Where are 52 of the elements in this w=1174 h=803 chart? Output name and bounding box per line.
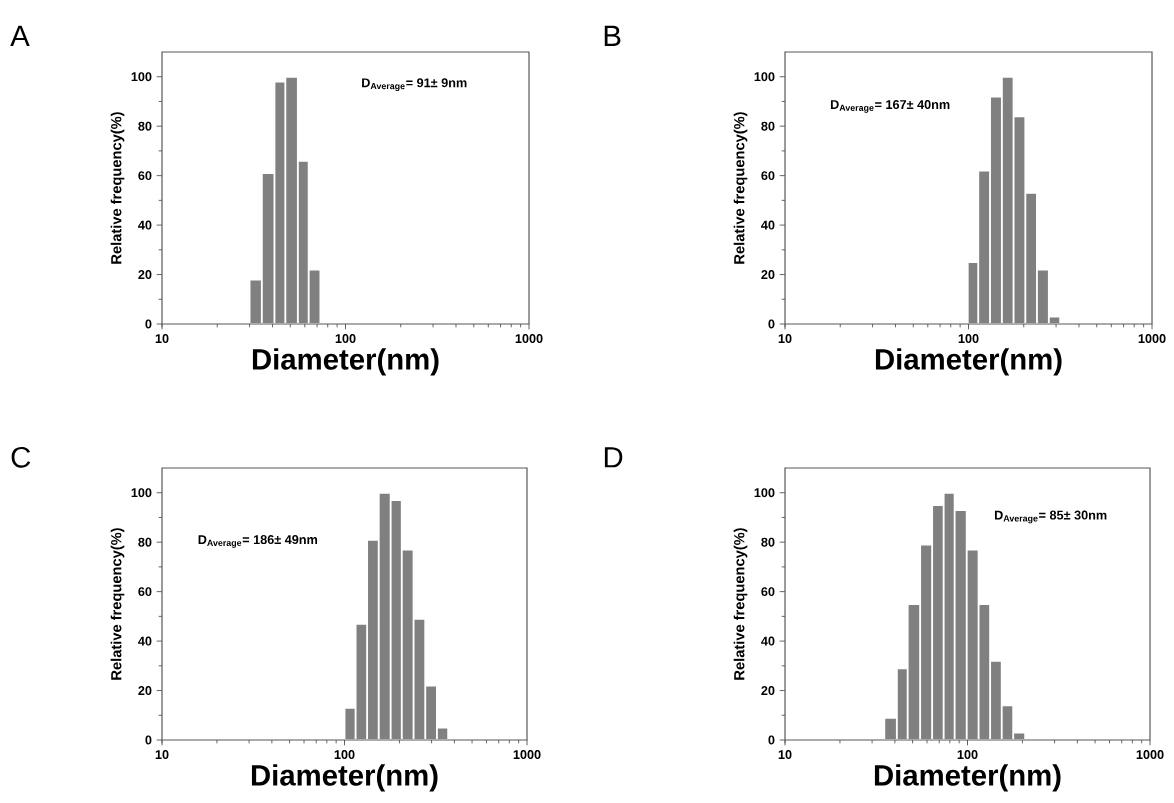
- y-tick-label: 0: [768, 319, 775, 329]
- x-axis-title: Diameter(nm): [252, 348, 439, 376]
- y-axis-title: Relative frequency(%): [733, 528, 748, 680]
- x-tick-label: 100: [957, 750, 978, 760]
- y-tick-label: 20: [761, 270, 775, 280]
- annotation: D$_{Average}$= 91± 9nm: [362, 78, 467, 91]
- x-tick-label: 100: [335, 334, 356, 344]
- y-tick-label: 60: [138, 587, 152, 597]
- y-axis-title: Relative frequency(%): [110, 528, 125, 680]
- y-tick-label: 40: [138, 636, 152, 646]
- y-tick-label: 100: [754, 72, 775, 82]
- chart-title: C: [11, 446, 31, 468]
- x-tick-label: 1000: [1136, 750, 1164, 760]
- x-axis-title: Diameter(nm): [874, 764, 1061, 792]
- annotation: D$_{Average}$= 167± 40nm: [830, 100, 950, 113]
- y-tick-label: 60: [761, 587, 775, 597]
- y-tick-label: 0: [145, 319, 152, 329]
- annotation: D$_{Average}$= 85± 30nm: [994, 510, 1107, 524]
- y-tick-label: 60: [761, 171, 775, 181]
- chart-title: D: [604, 447, 623, 468]
- y-tick-label: 20: [138, 686, 152, 696]
- y-tick-label: 40: [761, 636, 775, 646]
- x-tick-label: 1000: [515, 334, 543, 344]
- y-tick-label: 20: [761, 686, 775, 696]
- chart-title: B: [604, 25, 621, 46]
- x-tick-label: 10: [778, 334, 792, 344]
- x-tick-label: 10: [155, 334, 169, 344]
- y-tick-label: 0: [145, 735, 152, 745]
- y-tick-label: 80: [761, 537, 775, 547]
- y-tick-label: 0: [768, 735, 775, 745]
- x-axis-title: Diameter(nm): [875, 348, 1062, 376]
- x-tick-label: 1000: [513, 750, 541, 760]
- y-tick-label: 40: [761, 220, 775, 230]
- x-tick-label: 100: [334, 750, 355, 760]
- x-tick-label: 100: [958, 334, 979, 344]
- y-tick-label: 80: [761, 121, 775, 131]
- x-tick-label: 1000: [1138, 334, 1166, 344]
- y-tick-label: 100: [754, 488, 775, 498]
- x-tick-label: 10: [155, 750, 169, 760]
- y-axis-title: Relative frequency(%): [110, 112, 125, 264]
- y-tick-label: 20: [138, 270, 152, 280]
- x-tick-label: 10: [778, 750, 792, 760]
- y-axis-title: Relative frequency(%): [733, 112, 748, 264]
- y-tick-label: 60: [138, 171, 152, 181]
- x-axis-title: Diameter(nm): [251, 764, 438, 792]
- y-tick-label: 100: [131, 488, 152, 498]
- chart-title: A: [10, 25, 30, 46]
- annotation: D$_{Average}$= 186± 49nm: [198, 535, 318, 548]
- y-tick-label: 40: [138, 220, 152, 230]
- y-tick-label: 100: [131, 72, 152, 82]
- y-tick-label: 80: [138, 121, 152, 131]
- y-tick-label: 80: [138, 537, 152, 547]
